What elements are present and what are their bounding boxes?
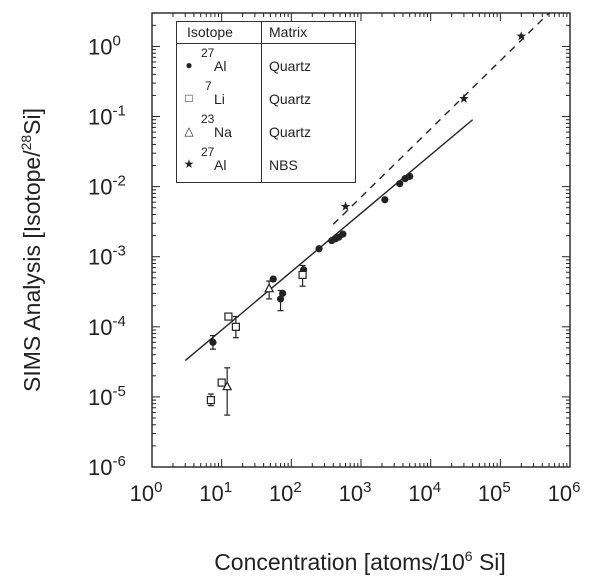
x-tick-label: 106 <box>548 479 581 506</box>
y-tick-label: 10-6 <box>88 453 126 480</box>
na-quartz-point <box>222 380 233 391</box>
al-nbs-point <box>340 201 351 211</box>
legend-entry: ● 27 Al Quartz <box>177 46 355 76</box>
legend-entry: △ 23 Na Quartz <box>177 112 355 142</box>
y-tick-label: 10-3 <box>88 243 126 270</box>
al-quartz-point <box>381 196 389 204</box>
legend-entry: □ 7 Li Quartz <box>177 79 355 109</box>
x-tick-label: 100 <box>130 479 163 506</box>
na-quartz-point <box>264 282 275 293</box>
legend-mass: 23 <box>201 112 215 126</box>
li-quartz-point <box>217 378 226 387</box>
x-axis-title-end: Si] <box>472 548 506 575</box>
y-axis-title-end: Si] <box>18 107 45 135</box>
y-tick-label: 10-4 <box>88 313 126 340</box>
legend-element: Li <box>214 91 225 107</box>
y-axis-title-text: SIMS Analysis [Isotope/ <box>18 150 45 393</box>
al-quartz-point <box>339 230 347 238</box>
li-quartz-point <box>206 396 215 405</box>
tick-labels: 100 101 102 103 104 105 106 10-6 10-5 10-4 10-3 10-… <box>88 32 580 506</box>
legend-matrix: Quartz <box>269 91 312 107</box>
al-quartz-point <box>276 295 285 303</box>
legend-header-matrix: Matrix <box>269 24 308 40</box>
legend-element: Na <box>214 124 232 140</box>
data-markers <box>206 31 527 416</box>
x-tick-label: 102 <box>269 479 302 506</box>
al-quartz-point <box>406 172 414 180</box>
legend-matrix: Quartz <box>269 58 312 74</box>
li-quartz-point <box>231 322 240 331</box>
y-tick-label: 10-5 <box>88 383 126 410</box>
legend-element: Al <box>214 58 227 74</box>
x-axis-title-text: Concentration [atoms/10 <box>214 548 465 575</box>
al-nbs-point <box>459 93 469 103</box>
legend-entry: ★ 27 Al NBS <box>177 145 355 175</box>
legend-matrix: Quartz <box>269 124 312 140</box>
legend-header-isotope: Isotope <box>187 24 233 40</box>
axis-ticks <box>151 12 571 468</box>
al-quartz-point <box>279 289 287 297</box>
al-quartz-point <box>209 338 217 346</box>
dashed-fit-line <box>332 12 550 225</box>
legend: Isotope Matrix ● 27 Al Quartz □ 7 Li Qua… <box>176 21 356 183</box>
y-axis-title-sup: 28 <box>18 134 35 151</box>
x-tick-label: 101 <box>199 479 232 506</box>
star-icon: ★ <box>183 157 195 171</box>
al-quartz-point <box>396 180 404 188</box>
filled-circle-icon: ● <box>185 58 193 72</box>
y-tick-label: 10-2 <box>88 173 126 200</box>
legend-matrix: NBS <box>269 157 298 173</box>
open-square-icon: □ <box>185 91 193 105</box>
x-axis-title: Concentration [atoms/106 Si] <box>214 548 506 576</box>
al-quartz-point <box>315 245 323 253</box>
legend-mass: 27 <box>201 145 215 159</box>
al-nbs-point <box>516 31 527 41</box>
x-tick-label: 105 <box>478 479 511 506</box>
x-tick-label: 104 <box>408 479 441 506</box>
legend-column-divider <box>261 22 262 182</box>
legend-mass: 27 <box>201 46 215 60</box>
legend-mass: 7 <box>205 79 212 93</box>
x-tick-label: 103 <box>339 479 372 506</box>
legend-element: Al <box>214 157 227 173</box>
y-tick-label: 10-1 <box>88 103 126 130</box>
legend-header-divider <box>177 43 355 44</box>
open-triangle-icon: △ <box>184 124 194 138</box>
x-axis-title-sup: 6 <box>464 548 473 565</box>
y-tick-label: 100 <box>88 32 121 59</box>
y-axis-title: SIMS Analysis [Isotope/28Si] <box>18 108 46 392</box>
li-quartz-point <box>298 270 307 280</box>
li-quartz-point <box>224 312 233 321</box>
